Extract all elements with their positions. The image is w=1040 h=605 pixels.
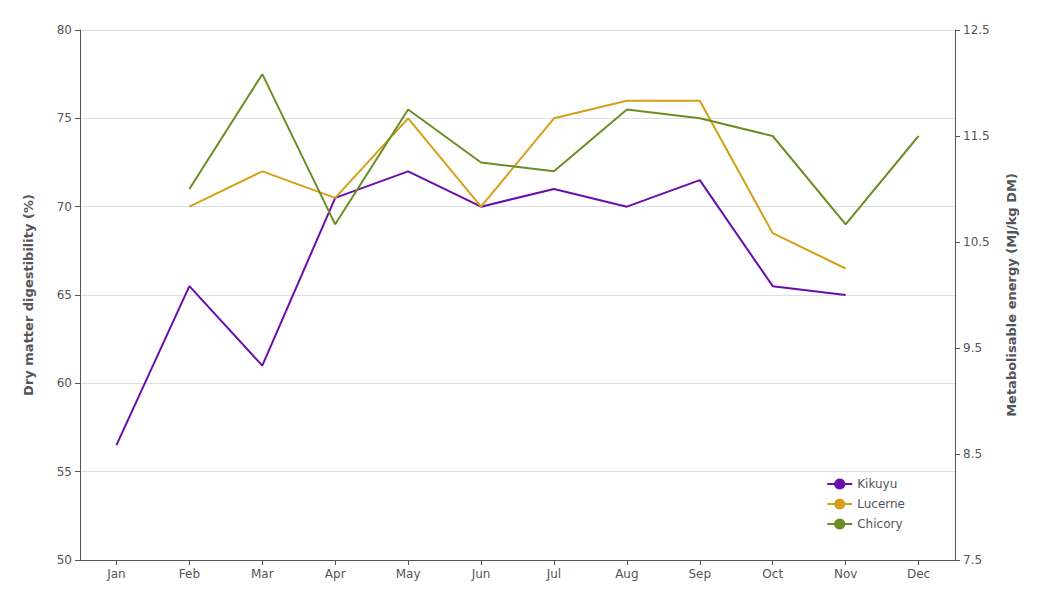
svg-text:Jun: Jun <box>471 567 491 581</box>
svg-text:Metabolisable energy (MJ/kg DM: Metabolisable energy (MJ/kg DM) <box>1004 173 1019 417</box>
svg-text:Nov: Nov <box>834 567 857 581</box>
svg-text:Chicory: Chicory <box>857 517 902 531</box>
svg-text:7.5: 7.5 <box>963 553 982 567</box>
svg-text:55: 55 <box>57 465 72 479</box>
svg-text:50: 50 <box>57 553 72 567</box>
svg-text:60: 60 <box>57 376 72 390</box>
svg-text:Lucerne: Lucerne <box>857 497 905 511</box>
svg-text:12.5: 12.5 <box>963 23 990 37</box>
svg-text:Jan: Jan <box>106 567 126 581</box>
svg-text:Dry matter digestibility (%): Dry matter digestibility (%) <box>21 194 36 396</box>
svg-text:75: 75 <box>57 111 72 125</box>
svg-text:May: May <box>396 567 421 581</box>
svg-text:Apr: Apr <box>325 567 346 581</box>
svg-text:Jul: Jul <box>546 567 561 581</box>
svg-text:65: 65 <box>57 288 72 302</box>
svg-text:80: 80 <box>57 23 72 37</box>
svg-text:70: 70 <box>57 200 72 214</box>
svg-text:Dec: Dec <box>907 567 930 581</box>
svg-text:Oct: Oct <box>762 567 783 581</box>
svg-text:8.5: 8.5 <box>963 447 982 461</box>
svg-text:Aug: Aug <box>615 567 638 581</box>
svg-text:Mar: Mar <box>251 567 274 581</box>
svg-text:9.5: 9.5 <box>963 341 982 355</box>
svg-text:11.5: 11.5 <box>963 129 990 143</box>
svg-text:Kikuyu: Kikuyu <box>857 477 897 491</box>
svg-text:10.5: 10.5 <box>963 235 990 249</box>
svg-text:Feb: Feb <box>179 567 200 581</box>
svg-text:Sep: Sep <box>688 567 711 581</box>
